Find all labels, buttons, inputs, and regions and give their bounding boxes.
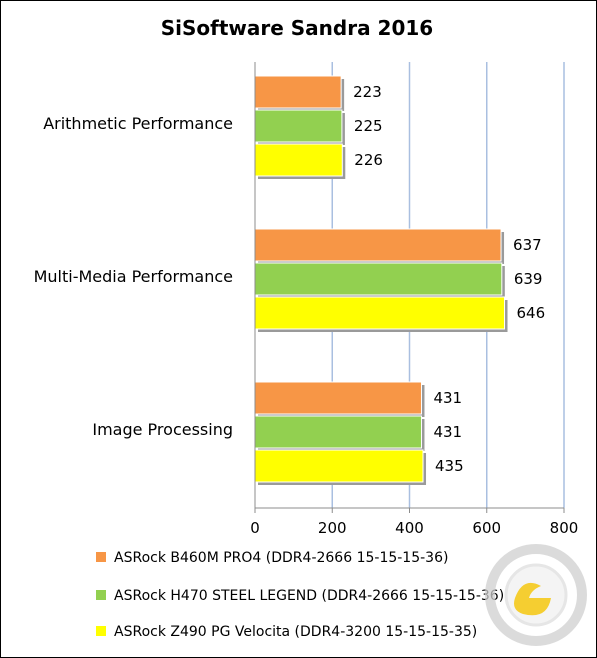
bar — [254, 381, 422, 415]
bars: 223 225 226 637 639 646 431 431 435 — [254, 75, 546, 485]
data-label: 639 — [514, 270, 543, 288]
data-label: 637 — [513, 236, 542, 254]
legend-swatch — [96, 552, 106, 562]
data-label: 223 — [353, 83, 382, 101]
category-label: Arithmetic Performance — [43, 114, 233, 133]
legend: ASRock B460M PRO4 (DDR4-2666 15-15-15-36… — [96, 550, 504, 640]
x-tick-label: 600 — [472, 519, 501, 537]
bar — [254, 449, 424, 483]
data-label: 431 — [433, 423, 462, 441]
category-labels: Arithmetic Performance Multi-Media Perfor… — [34, 114, 233, 439]
legend-label: ASRock B460M PRO4 (DDR4-2666 15-15-15-36… — [114, 550, 448, 566]
data-label: 646 — [517, 304, 546, 322]
watermark-core — [504, 563, 568, 627]
bar — [254, 75, 342, 109]
bar — [254, 262, 503, 296]
chart-title: SiSoftware Sandra 2016 — [161, 16, 433, 40]
bar — [254, 415, 422, 449]
category-label: Multi-Media Performance — [34, 267, 233, 286]
watermark-logo — [485, 544, 587, 646]
bar — [254, 296, 506, 330]
x-axis: 0 200 400 600 800 — [250, 62, 578, 537]
legend-label: ASRock Z490 PG Velocita (DDR4-3200 15-15… — [114, 624, 477, 640]
data-label: 225 — [354, 117, 383, 135]
data-label: 431 — [433, 389, 462, 407]
watermark-ring — [485, 544, 587, 646]
category-label: Image Processing — [92, 420, 233, 439]
legend-swatch — [96, 626, 106, 636]
x-tick-label: 400 — [395, 519, 424, 537]
legend-swatch — [96, 590, 106, 600]
x-tick-label: 800 — [550, 519, 579, 537]
x-tick-label: 0 — [250, 519, 260, 537]
bar — [254, 228, 502, 262]
bar — [254, 109, 343, 143]
bar — [254, 143, 343, 177]
legend-label: ASRock H470 STEEL LEGEND (DDR4-2666 15-1… — [114, 588, 504, 604]
data-label: 435 — [435, 457, 464, 475]
x-tick-label: 200 — [318, 519, 347, 537]
data-label: 226 — [354, 151, 383, 169]
watermark-mark — [514, 582, 551, 616]
